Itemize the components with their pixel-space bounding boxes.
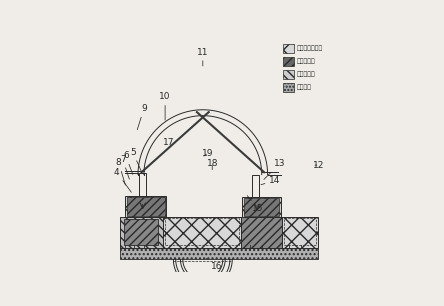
- Bar: [241, 217, 282, 248]
- Bar: [127, 197, 165, 216]
- Bar: [284, 218, 316, 245]
- Bar: [283, 44, 294, 53]
- Text: 6: 6: [123, 151, 133, 174]
- Bar: [283, 70, 294, 79]
- Bar: [283, 57, 294, 66]
- Text: 12: 12: [313, 161, 324, 170]
- Text: 方不锈钢。: 方不锈钢。: [297, 71, 315, 77]
- Bar: [242, 197, 281, 217]
- Bar: [165, 218, 239, 245]
- Bar: [282, 217, 318, 248]
- Bar: [163, 217, 241, 248]
- Text: 11: 11: [197, 47, 209, 66]
- Text: 16: 16: [206, 258, 223, 271]
- Text: 5: 5: [130, 148, 142, 173]
- Text: 9: 9: [137, 104, 147, 130]
- Bar: [125, 196, 166, 217]
- Text: 18: 18: [206, 159, 218, 170]
- Text: 13: 13: [264, 159, 285, 179]
- Bar: [252, 174, 259, 197]
- Bar: [120, 248, 318, 259]
- Text: 17: 17: [163, 138, 174, 147]
- Bar: [124, 219, 158, 245]
- Bar: [283, 83, 294, 91]
- Text: 10: 10: [159, 92, 171, 120]
- Bar: [139, 174, 146, 196]
- Text: 7: 7: [120, 155, 129, 179]
- Text: 14: 14: [261, 176, 280, 185]
- Text: 方亚克力。: 方亚克力。: [297, 58, 315, 64]
- Bar: [244, 198, 279, 216]
- Text: 19: 19: [202, 149, 213, 158]
- Bar: [120, 217, 164, 248]
- Text: 4: 4: [114, 168, 131, 192]
- Text: 方聚四氟乙烯。: 方聚四氟乙烯。: [297, 46, 323, 51]
- Text: 方模钢。: 方模钢。: [297, 84, 312, 90]
- Text: 8: 8: [116, 158, 125, 185]
- Text: 15: 15: [247, 196, 264, 213]
